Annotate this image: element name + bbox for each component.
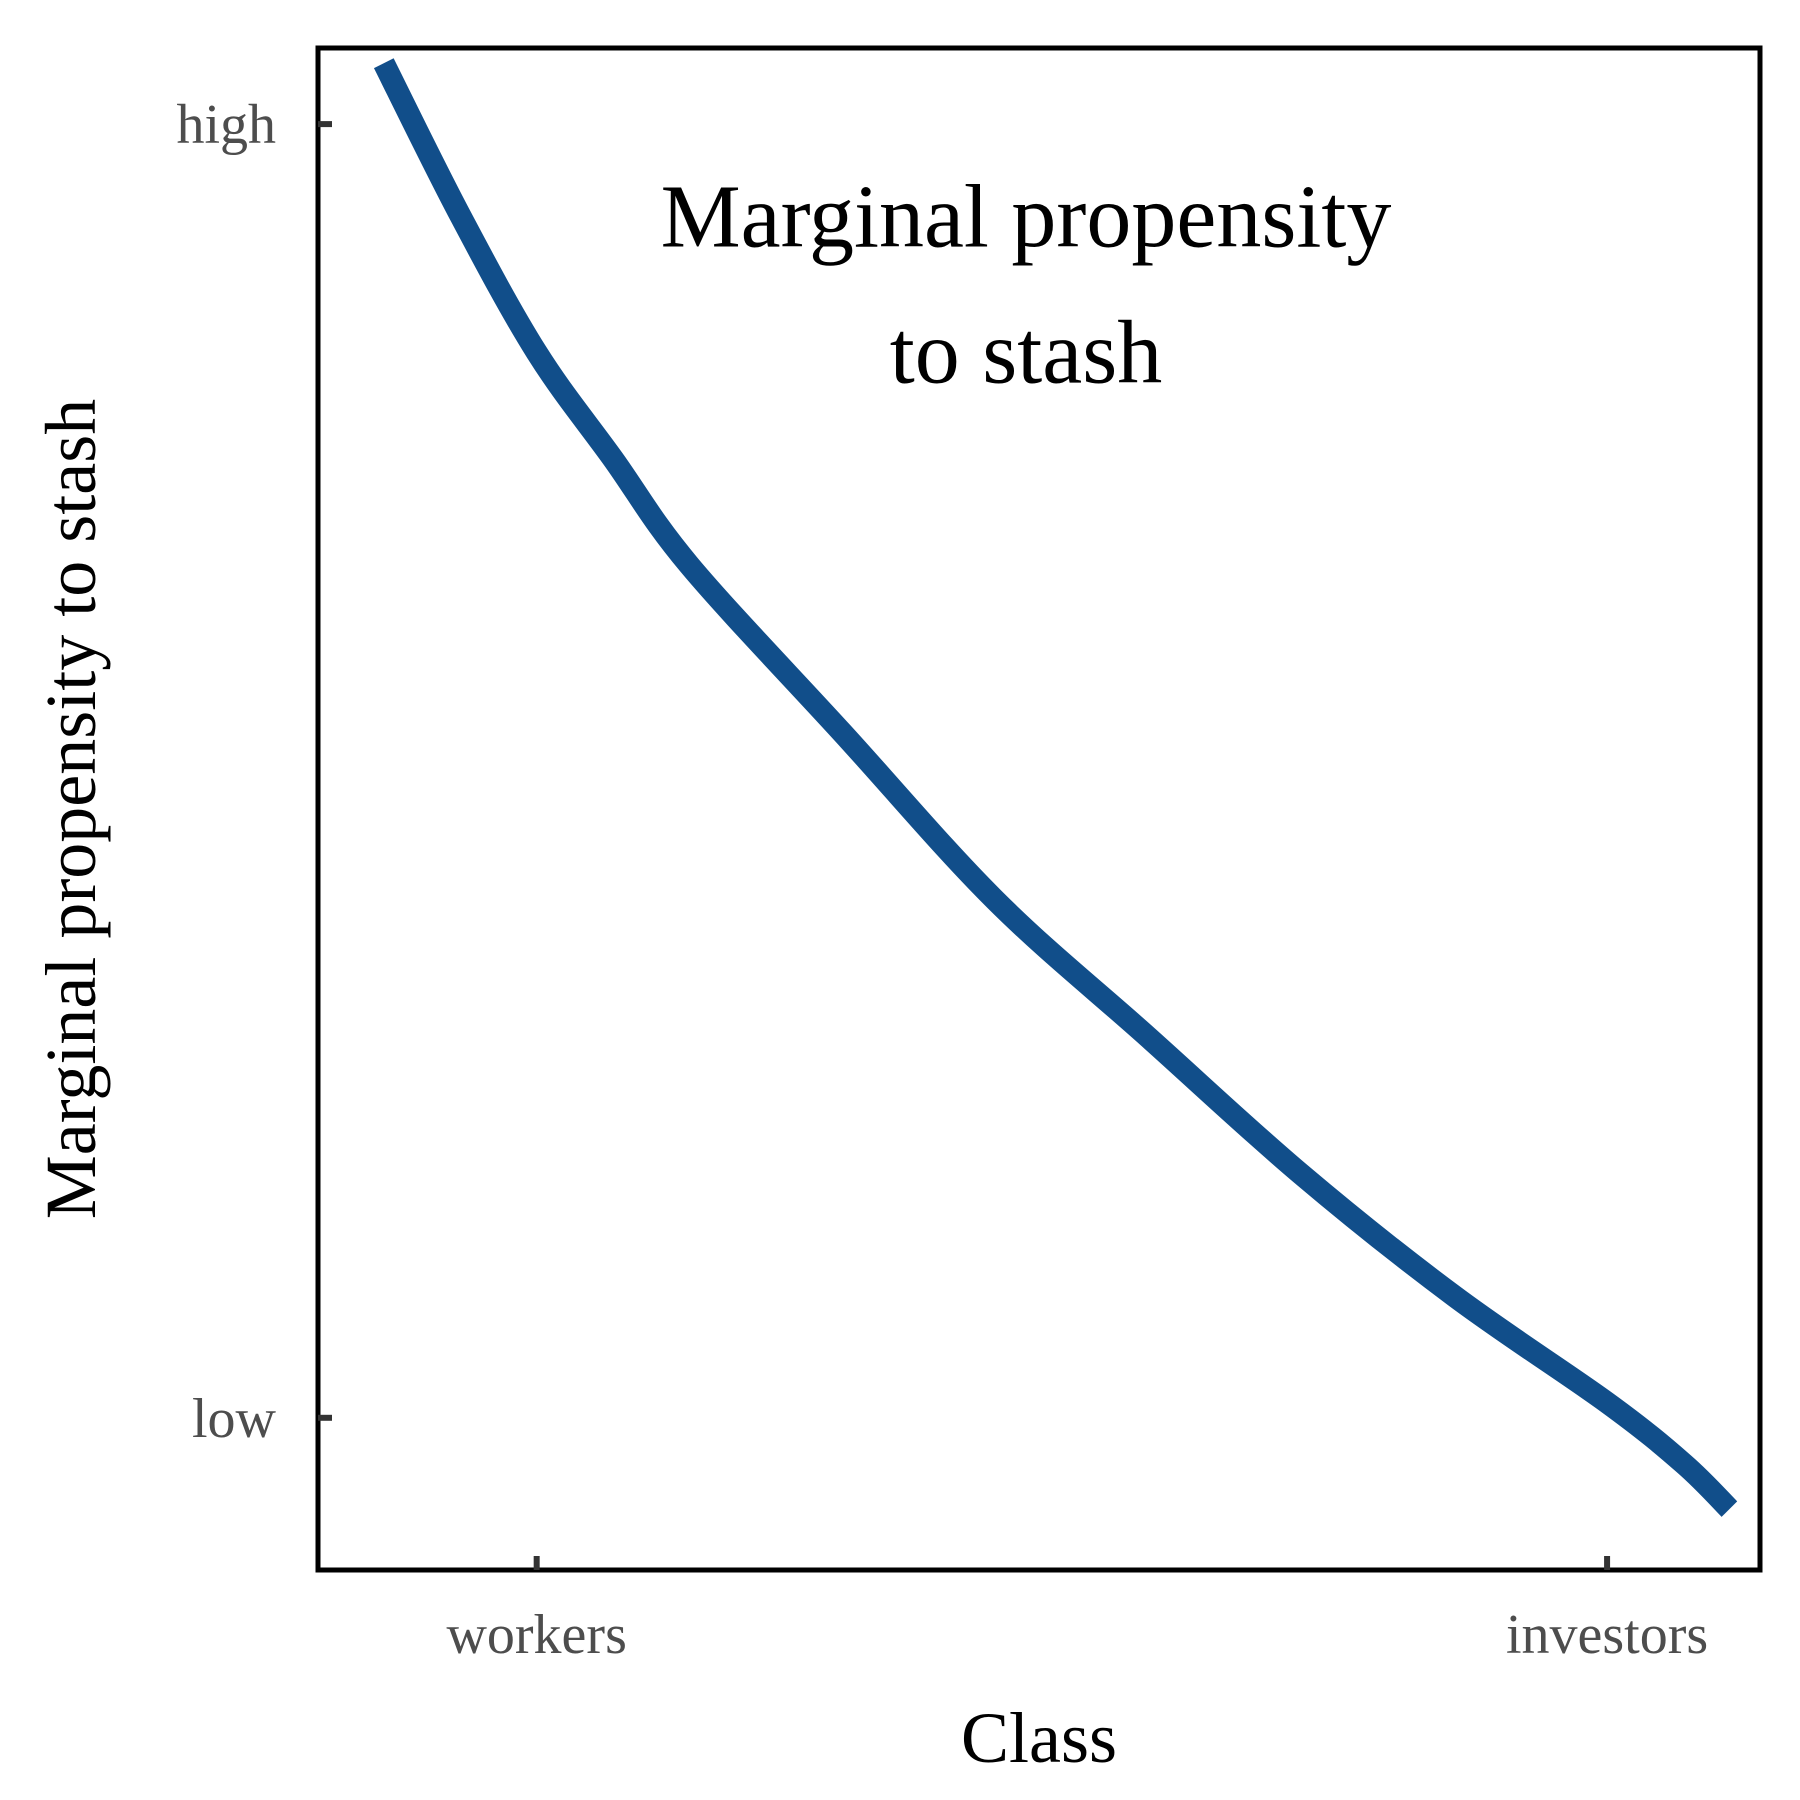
x-axis-title: Class	[961, 1698, 1117, 1778]
y-axis: high low	[176, 94, 332, 1450]
curve-layer	[373, 58, 1738, 1517]
y-axis-title: Marginal propensity to stash	[31, 399, 111, 1220]
annotation-layer: Marginal propensity to stash	[661, 168, 1392, 403]
plot-panel	[315, 45, 1763, 1573]
x-tick-label: investors	[1506, 1604, 1708, 1666]
y-tick-label: high	[176, 94, 276, 156]
x-axis: workers investors	[446, 1556, 1708, 1666]
annotation-line: Marginal propensity	[661, 168, 1392, 267]
y-tick-label: low	[192, 1388, 277, 1450]
annotation-line: to stash	[890, 304, 1163, 403]
x-tick-label: workers	[446, 1604, 626, 1666]
series-line-0	[373, 58, 1738, 1517]
